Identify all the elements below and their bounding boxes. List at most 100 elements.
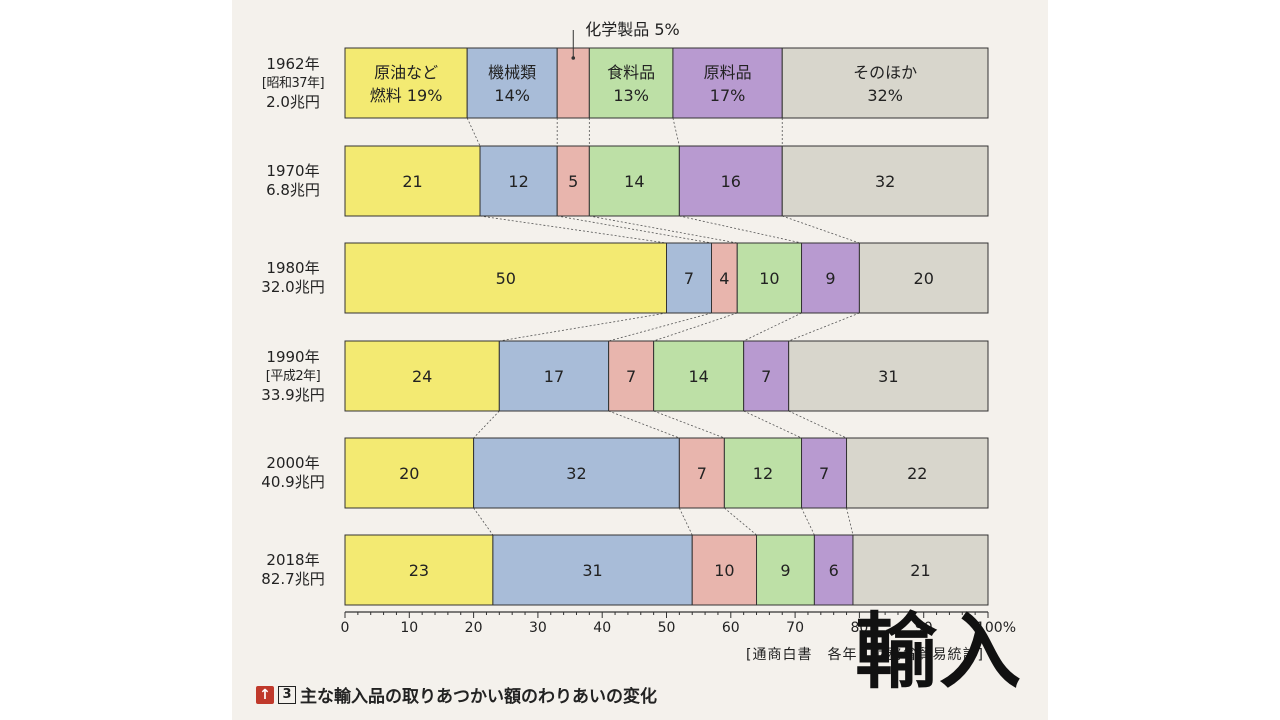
bar-segment xyxy=(344,340,500,412)
row-year: 1980年 xyxy=(266,259,320,277)
segment-value-label: 20 xyxy=(399,464,419,483)
row-total: 6.8兆円 xyxy=(266,181,320,199)
row-label: 1990年 [平成2年] 33.9兆円 xyxy=(248,348,338,405)
segment-label: 13% xyxy=(613,86,649,105)
connector-line xyxy=(782,215,860,244)
segment-value-label: 32 xyxy=(566,464,586,483)
bar-segment xyxy=(678,437,725,509)
bar-segment xyxy=(756,534,815,606)
x-tick-label: 60 xyxy=(722,620,740,636)
connector-line xyxy=(499,312,667,342)
segment-value-label: 4 xyxy=(719,269,729,288)
big-title: 輸入 xyxy=(855,605,1024,700)
segment-label: 14% xyxy=(494,86,530,105)
bar-segment xyxy=(846,437,989,509)
segment-value-label: 20 xyxy=(914,269,934,288)
bar-segment xyxy=(344,534,494,606)
segment-value-label: 24 xyxy=(412,367,432,386)
x-tick-label: 10 xyxy=(400,620,418,636)
bar-segment xyxy=(781,47,989,119)
bar-segment xyxy=(858,242,989,314)
segment-value-label: 21 xyxy=(402,172,422,191)
segment-label: 燃料 19% xyxy=(370,86,443,105)
connector-line xyxy=(724,507,757,536)
row-label: 2000年 40.9兆円 xyxy=(248,454,338,492)
x-tick-label: 80 xyxy=(850,620,868,636)
bar-segment xyxy=(492,534,693,606)
row-label: 1980年 32.0兆円 xyxy=(248,259,338,297)
connector-line xyxy=(608,410,680,439)
bar-segment xyxy=(691,534,758,606)
segment-value-label: 5 xyxy=(568,172,578,191)
segment-value-label: 7 xyxy=(761,367,771,386)
connector-line xyxy=(473,507,494,536)
x-tick-label: 30 xyxy=(529,620,547,636)
bar-segment xyxy=(666,242,713,314)
row-year: 2000年 xyxy=(266,454,320,472)
bar-segment xyxy=(678,145,783,217)
row-total: 33.9兆円 xyxy=(261,385,325,404)
connector-line xyxy=(473,410,500,439)
segment-value-label: 7 xyxy=(819,464,829,483)
bar-segment xyxy=(653,340,745,412)
bar-segment xyxy=(473,437,680,509)
segment-value-label: 7 xyxy=(626,367,636,386)
bar-segment xyxy=(344,242,667,314)
bar-segment xyxy=(498,340,610,412)
segment-value-label: 23 xyxy=(409,561,429,580)
segment-label: 原油など xyxy=(374,63,438,82)
segment-value-label: 50 xyxy=(496,269,516,288)
row-total: 32.0兆円 xyxy=(261,278,325,296)
row-year: 2018年 xyxy=(266,551,320,569)
bar-segment xyxy=(813,534,854,606)
row-year: 1962年 xyxy=(266,54,320,73)
segment-label: 食料品 xyxy=(607,63,655,82)
x-tick-label: 100% xyxy=(976,620,1016,636)
callout-dot xyxy=(571,56,576,60)
connector-line xyxy=(653,410,725,439)
connector-line xyxy=(801,507,815,536)
bar-segment xyxy=(672,47,783,119)
segment-value-label: 10 xyxy=(714,561,734,580)
bar-segment xyxy=(556,145,590,217)
connector-line xyxy=(678,507,693,536)
row-era: [平成2年] xyxy=(265,368,321,384)
bar-segment xyxy=(852,534,989,606)
connector-line xyxy=(557,215,712,244)
row-total: 40.9兆円 xyxy=(261,473,325,491)
bar-segment xyxy=(743,340,790,412)
segment-value-label: 31 xyxy=(582,561,602,580)
bar-segment xyxy=(801,242,860,314)
row-label: 1970年 6.8兆円 xyxy=(248,162,338,200)
arrow-up-icon: ↑ xyxy=(256,685,274,704)
connector-line xyxy=(743,312,802,342)
connector-line xyxy=(466,117,481,147)
segment-value-label: 10 xyxy=(759,269,779,288)
segment-value-label: 32 xyxy=(875,172,895,191)
segment-value-label: 22 xyxy=(907,464,927,483)
segment-value-label: 9 xyxy=(825,269,835,288)
bar-segment xyxy=(588,145,680,217)
segment-value-label: 14 xyxy=(624,172,644,191)
figure-number: 3 xyxy=(278,685,296,704)
row-year: 1990年 xyxy=(266,347,320,366)
connector-line xyxy=(788,410,847,439)
segment-label: 32% xyxy=(867,86,903,105)
segment-value-label: 17 xyxy=(544,367,564,386)
bar-segment xyxy=(711,242,738,314)
connector-line xyxy=(479,215,667,244)
segment-value-label: 12 xyxy=(753,464,773,483)
connector-line xyxy=(743,410,802,439)
row-total: 2.0兆円 xyxy=(266,92,320,111)
connector-line xyxy=(672,117,680,147)
segment-value-label: 14 xyxy=(688,367,708,386)
x-tick-label: 70 xyxy=(786,620,804,636)
connector-line xyxy=(608,312,712,342)
segment-value-label: 7 xyxy=(684,269,694,288)
x-tick-label: 0 xyxy=(341,620,350,636)
segment-value-label: 7 xyxy=(697,464,707,483)
segment-value-label: 12 xyxy=(508,172,528,191)
x-tick-label: 50 xyxy=(658,620,676,636)
row-label: 1962年 [昭和37年] 2.0兆円 xyxy=(248,55,338,112)
